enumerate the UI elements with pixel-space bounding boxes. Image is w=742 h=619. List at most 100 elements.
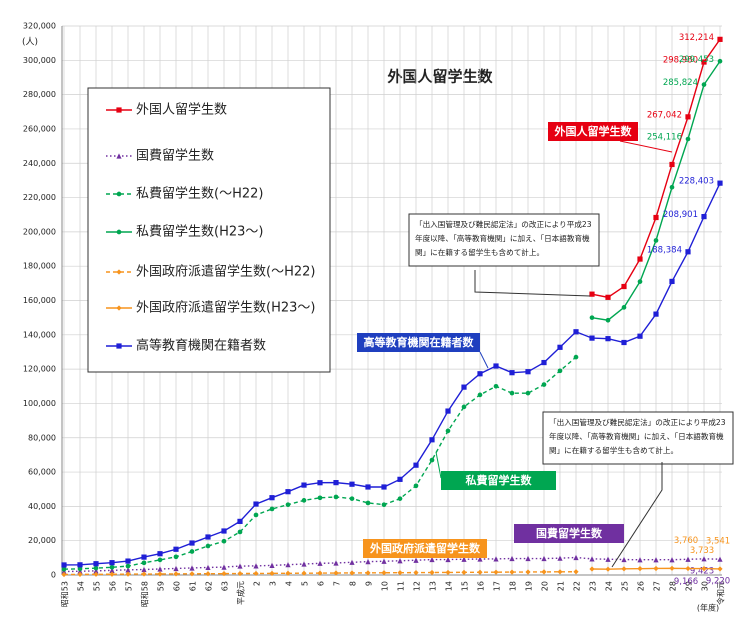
pointer bbox=[479, 351, 489, 369]
value-label: 9,220 bbox=[706, 577, 730, 587]
marker bbox=[509, 555, 515, 562]
marker bbox=[365, 500, 371, 506]
marker bbox=[116, 305, 122, 311]
x-tick-label: 平成元 bbox=[236, 581, 246, 605]
marker bbox=[637, 333, 643, 339]
value-label: 188,384 bbox=[647, 245, 682, 255]
marker bbox=[237, 518, 243, 524]
marker bbox=[285, 562, 291, 568]
marker bbox=[77, 566, 83, 572]
x-tick-label: 2 bbox=[253, 581, 262, 586]
marker bbox=[381, 570, 387, 576]
x-tick-label: 7 bbox=[333, 581, 342, 586]
marker bbox=[77, 571, 83, 577]
y-tick-label: 20,000 bbox=[28, 536, 56, 545]
note-text: 関」に在籍する留学生も含めて計上。 bbox=[415, 247, 544, 257]
marker bbox=[573, 554, 579, 561]
marker bbox=[141, 560, 147, 566]
marker bbox=[109, 564, 115, 570]
series-label: 高等教育機関在籍者数 bbox=[364, 335, 475, 349]
marker bbox=[477, 556, 483, 562]
marker bbox=[333, 570, 339, 576]
marker bbox=[621, 339, 627, 346]
y-tick-label: 240,000 bbox=[23, 159, 56, 168]
marker bbox=[189, 571, 195, 577]
series-label: 私費留学生数 bbox=[466, 473, 533, 487]
marker bbox=[541, 359, 547, 366]
marker bbox=[349, 496, 355, 501]
marker bbox=[701, 565, 707, 572]
marker bbox=[157, 566, 163, 572]
marker bbox=[429, 437, 435, 443]
marker bbox=[653, 557, 659, 563]
x-tick-label: 59 bbox=[157, 581, 166, 591]
note-pointer bbox=[474, 270, 591, 297]
x-tick-label: 令和元 bbox=[716, 581, 726, 605]
series-label-box bbox=[514, 524, 624, 543]
pointer bbox=[435, 451, 442, 479]
note-pointer bbox=[611, 462, 663, 568]
marker bbox=[61, 562, 67, 568]
marker bbox=[669, 184, 675, 190]
marker bbox=[637, 557, 643, 563]
marker bbox=[557, 344, 563, 350]
marker bbox=[445, 428, 451, 434]
marker bbox=[205, 543, 211, 549]
marker bbox=[637, 566, 643, 572]
marker bbox=[701, 59, 707, 65]
marker bbox=[109, 567, 115, 573]
marker bbox=[333, 560, 339, 566]
marker bbox=[116, 229, 122, 235]
legend-box bbox=[87, 87, 331, 373]
marker bbox=[589, 291, 595, 297]
marker bbox=[717, 36, 723, 42]
marker bbox=[269, 506, 275, 512]
series-label-box bbox=[441, 471, 556, 490]
marker bbox=[253, 512, 259, 518]
marker bbox=[589, 566, 595, 572]
marker bbox=[253, 563, 259, 569]
x-tick-label: 24 bbox=[605, 581, 614, 591]
marker bbox=[685, 565, 691, 572]
marker bbox=[493, 556, 499, 562]
marker bbox=[125, 571, 131, 577]
marker bbox=[509, 390, 515, 396]
y-tick-label: 120,000 bbox=[23, 365, 56, 374]
x-tick-label: 16 bbox=[477, 581, 486, 591]
note-text: 「出入国管理及び難民認定法」の改正により平成23 bbox=[415, 219, 592, 229]
marker bbox=[317, 480, 323, 486]
marker bbox=[541, 569, 547, 575]
marker bbox=[541, 382, 547, 387]
x-tick-label: 12 bbox=[413, 581, 422, 591]
note-box bbox=[542, 411, 734, 465]
x-tick-label: 8 bbox=[349, 581, 358, 586]
marker bbox=[205, 534, 211, 540]
chart-title: 外国人留学生数 bbox=[386, 68, 493, 86]
marker bbox=[413, 462, 419, 468]
marker bbox=[605, 336, 611, 342]
marker bbox=[557, 555, 563, 561]
marker bbox=[397, 476, 403, 482]
marker bbox=[397, 496, 403, 501]
marker bbox=[285, 570, 291, 576]
marker bbox=[205, 571, 211, 577]
marker bbox=[637, 256, 643, 262]
note-text: 年度以降、「高等教育機関」に加え、「日本語教育機 bbox=[549, 431, 724, 441]
marker bbox=[653, 238, 659, 243]
marker bbox=[717, 556, 723, 562]
value-label: 298,980 bbox=[663, 56, 698, 66]
marker bbox=[621, 283, 627, 290]
legend-label: 私費留学生数(～H22) bbox=[136, 186, 263, 202]
marker bbox=[317, 560, 323, 566]
value-label: 299,453 bbox=[679, 55, 714, 65]
marker bbox=[605, 294, 611, 300]
series-label: 国費留学生数 bbox=[536, 526, 603, 540]
marker bbox=[237, 563, 243, 569]
marker bbox=[669, 278, 675, 285]
marker bbox=[333, 480, 339, 486]
marker bbox=[525, 390, 531, 396]
marker bbox=[157, 557, 163, 563]
marker bbox=[173, 554, 179, 560]
marker bbox=[189, 549, 195, 554]
note-text: 「出入国管理及び難民認定法」の改正により平成23 bbox=[549, 417, 726, 427]
